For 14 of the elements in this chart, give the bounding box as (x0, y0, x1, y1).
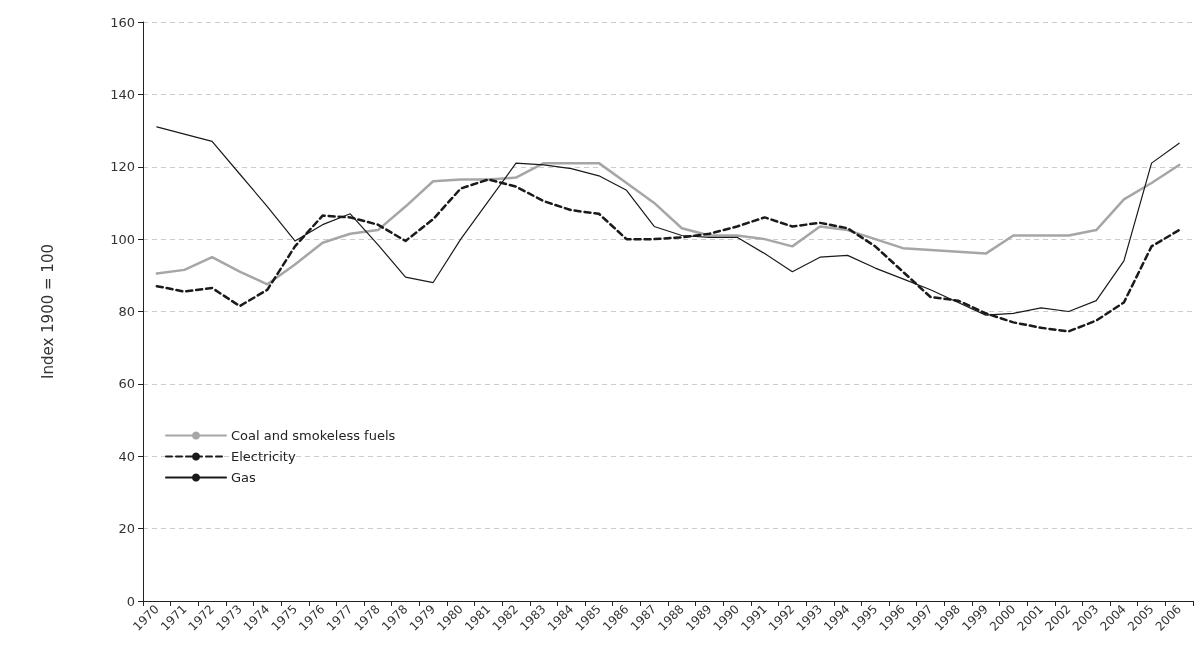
y-tick-label: 20 (118, 521, 135, 537)
legend-label: Gas (231, 470, 257, 485)
y-axis-title: Index 1900 = 100 (38, 244, 57, 379)
y-tick-label: 0 (126, 593, 135, 609)
y-tick-label: 80 (118, 304, 135, 319)
y-tick-label: 100 (110, 231, 135, 247)
legend-label: Electricity (231, 449, 296, 464)
y-tick-label: 60 (118, 376, 135, 392)
line-series (155, 161, 1181, 286)
y-tick-label: 160 (110, 14, 135, 30)
legend-label: Coal and smokeless fuels (231, 428, 396, 443)
y-tick-label: 140 (110, 86, 135, 102)
y-tick-label: 120 (110, 159, 135, 175)
y-tick-label: 40 (118, 448, 135, 464)
